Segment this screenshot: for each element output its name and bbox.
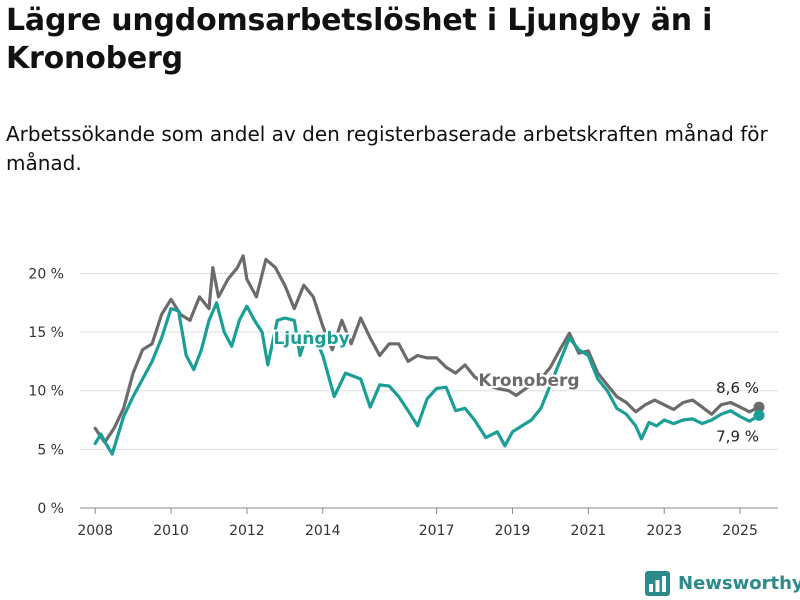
brand-logo: Newsworthy xyxy=(645,568,800,598)
x-tick-label: 2010 xyxy=(153,523,189,539)
chart-title: Lägre ungdomsarbetslöshet i Ljungby än i… xyxy=(6,3,713,76)
end-value-label: 7,9 % xyxy=(716,427,759,445)
x-tick-label: 2008 xyxy=(77,523,113,539)
y-tick-label: 15 % xyxy=(28,325,64,341)
end-value-label: 8,6 % xyxy=(716,379,759,397)
series-labels: 8,6 % 7,9 % Kronoberg Ljungby xyxy=(271,327,759,446)
series-line-kronoberg xyxy=(93,254,761,444)
x-tick-label: 2019 xyxy=(495,523,531,539)
x-tick-label: 2023 xyxy=(646,523,682,539)
end-point-kronoberg xyxy=(753,401,765,413)
y-tick-label: 5 % xyxy=(37,442,64,458)
x-tick-label: 2012 xyxy=(229,523,265,539)
end-point-ljungby xyxy=(753,409,765,421)
y-axis-labels: 0 % 5 % 10 % 15 % 20 % xyxy=(28,266,64,517)
y-tick-label: 0 % xyxy=(37,501,64,517)
bar-chart-icon xyxy=(645,570,670,596)
chart-subtitle: Arbetssökande som andel av den registerb… xyxy=(6,122,768,175)
x-tick-label: 2014 xyxy=(305,523,341,539)
x-tick-label: 2017 xyxy=(419,523,455,539)
x-tick-label: 2025 xyxy=(722,523,758,539)
y-tick-label: 10 % xyxy=(28,384,64,400)
x-axis: 2008 2010 2012 2014 2017 2019 2021 2023 2025 xyxy=(77,508,758,539)
series-label-kronoberg: Kronoberg xyxy=(478,371,579,391)
series xyxy=(93,254,765,456)
series-label-ljungby: Ljungby xyxy=(273,329,349,349)
grid xyxy=(80,272,778,509)
x-tick-label: 2021 xyxy=(571,523,607,539)
brand-name: Newsworthy xyxy=(678,572,800,594)
y-tick-label: 20 % xyxy=(28,266,64,282)
series-line-ljungby xyxy=(93,301,761,456)
